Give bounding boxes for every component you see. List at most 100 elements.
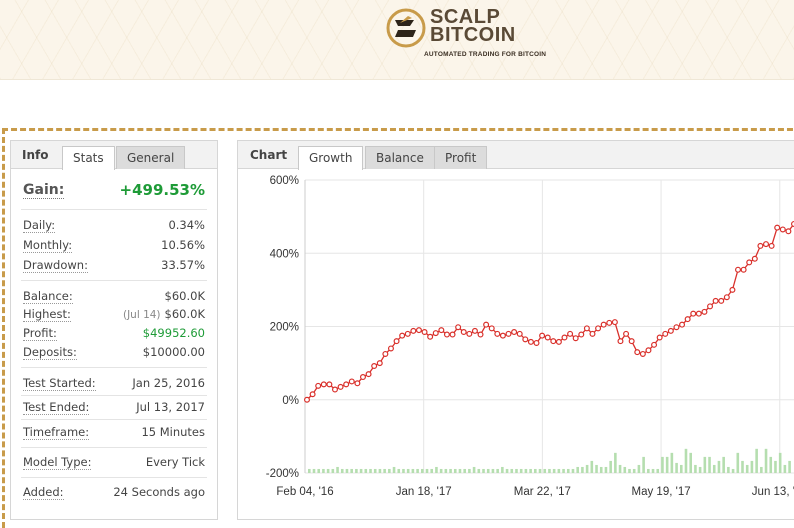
growth-data-point <box>309 391 316 398</box>
volume-bar <box>421 468 424 473</box>
growth-data-point <box>359 374 366 381</box>
tab-general[interactable]: General <box>116 146 186 169</box>
growth-data-point <box>471 327 478 334</box>
volume-bar <box>637 464 641 473</box>
growth-data-point <box>348 378 355 385</box>
tab-balance[interactable]: Balance <box>365 146 435 169</box>
volume-bar <box>684 448 688 473</box>
volume-bar <box>486 468 490 473</box>
growth-data-point <box>701 308 708 315</box>
growth-data-point <box>600 321 607 328</box>
growth-data-point <box>544 334 551 341</box>
volume-bar <box>755 448 758 473</box>
growth-data-point <box>488 325 495 332</box>
growth-data-point <box>527 338 534 345</box>
volume-bar <box>453 468 457 473</box>
growth-data-point <box>712 297 719 304</box>
volume-bar <box>430 468 434 473</box>
volume-bar <box>406 468 410 473</box>
stat-monthly: Monthly: 10.56% <box>23 238 205 254</box>
volume-bar <box>425 468 429 473</box>
volume-bar <box>557 468 561 473</box>
volume-bar <box>439 468 443 473</box>
growth-data-point <box>466 330 473 337</box>
volume-bar <box>496 468 499 473</box>
growth-data-point <box>505 330 512 337</box>
growth-data-point <box>432 330 439 337</box>
tab-stats[interactable]: Stats <box>62 146 115 170</box>
volume-bar <box>435 466 438 473</box>
volume-bar <box>609 460 612 473</box>
volume-bar <box>604 466 608 473</box>
volume-bar <box>670 452 674 473</box>
stat-label: Added: <box>23 485 64 500</box>
stat-profit: Profit: $49952.60 <box>23 326 205 342</box>
stat-label: Test Ended: <box>23 400 90 415</box>
growth-data-point <box>628 338 635 345</box>
y-tick-label: 0% <box>282 395 299 407</box>
info-panel-header: Info Stats General <box>11 141 217 170</box>
x-tick-label: May 19, '17 <box>632 486 691 498</box>
growth-data-point <box>387 345 394 352</box>
growth-data-point <box>516 330 523 337</box>
growth-data-point <box>460 328 467 335</box>
volume-bar <box>632 468 636 473</box>
volume-bar <box>416 468 419 473</box>
volume-bar <box>308 468 311 473</box>
volume-bar <box>397 468 401 473</box>
volume-bar <box>774 460 777 473</box>
stat-label: Highest: <box>23 307 71 322</box>
divider <box>21 395 207 396</box>
volume-bar <box>312 468 316 473</box>
volume-bar <box>623 466 627 473</box>
chart-grid <box>304 179 794 474</box>
brand-logo[interactable]: SCALP BITCOIN AUTOMATED TRADING FOR BITC… <box>386 6 546 62</box>
growth-data-point <box>494 330 501 337</box>
stat-label: Test Started: <box>23 376 96 391</box>
volume-bar <box>576 466 579 473</box>
volume-bars <box>308 448 791 473</box>
growth-data-point <box>555 338 562 345</box>
divider <box>21 419 207 420</box>
tab-profit[interactable]: Profit <box>434 146 488 169</box>
growth-data-point <box>539 332 546 339</box>
brand-name-line-1: SCALP <box>430 6 501 28</box>
growth-data-point <box>393 338 400 345</box>
growth-data-point <box>768 242 775 249</box>
growth-data-point <box>735 266 742 273</box>
volume-bar <box>698 466 702 473</box>
growth-data-point <box>651 341 658 348</box>
growth-data-point <box>326 381 333 388</box>
tab-growth[interactable]: Growth <box>298 146 364 170</box>
scalp-bitcoin-logo-icon <box>386 8 426 48</box>
volume-bar <box>529 468 532 473</box>
volume-bar <box>703 456 707 473</box>
growth-data-point <box>763 241 770 248</box>
growth-data-point <box>656 334 663 341</box>
volume-bar <box>689 452 692 473</box>
volume-bar <box>760 466 763 473</box>
stat-value: 15 Minutes <box>141 425 205 439</box>
stat-value: (Jul 14) $60.0K <box>123 307 205 322</box>
stat-label: Daily: <box>23 218 56 233</box>
volume-bar <box>524 468 528 473</box>
growth-data-point <box>522 336 529 343</box>
growth-data-point <box>438 327 445 334</box>
volume-bar <box>468 468 471 473</box>
growth-data-point <box>606 319 613 326</box>
volume-bar <box>783 464 787 473</box>
volume-bar <box>543 468 547 473</box>
volume-bar <box>336 466 339 473</box>
stat-label: Timeframe: <box>23 425 90 440</box>
volume-bar <box>515 468 518 473</box>
stat-drawdown: Drawdown: 33.57% <box>23 258 205 274</box>
growth-data-point <box>707 303 714 310</box>
volume-bar <box>340 468 344 473</box>
volume-bar <box>708 456 711 473</box>
growth-data-point <box>645 347 652 354</box>
stat-label: Drawdown: <box>23 258 88 273</box>
stat-label: Profit: <box>23 326 57 341</box>
growth-data-point <box>757 242 764 249</box>
growth-data-point <box>695 310 702 317</box>
volume-bar <box>599 466 603 473</box>
